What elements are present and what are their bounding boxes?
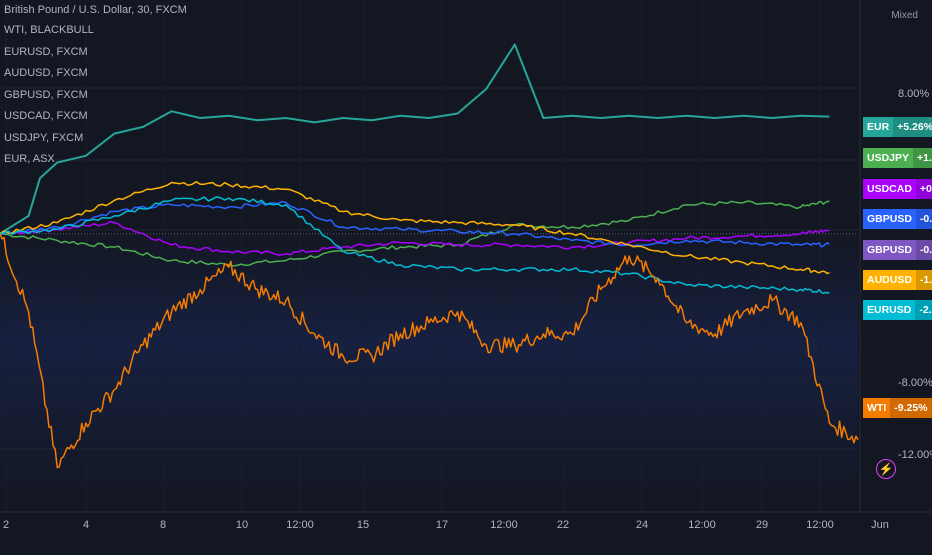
x-tick-label: 12:00 bbox=[490, 519, 518, 531]
badge-symbol: WTI bbox=[867, 402, 887, 414]
badge-value: +1.47% bbox=[913, 148, 932, 168]
plot-background bbox=[0, 230, 858, 510]
series-line-usdcad bbox=[0, 220, 830, 256]
badge-symbol: USDJPY bbox=[867, 152, 910, 164]
badge-value: +5.26% bbox=[893, 117, 932, 137]
badge-symbol: EUR bbox=[867, 121, 890, 133]
badge-symbol: EURUSD bbox=[867, 304, 912, 316]
badge-value: -1.74% bbox=[915, 270, 932, 290]
series-line-eurusd bbox=[0, 196, 830, 295]
x-tick-label: 4 bbox=[82, 519, 90, 531]
price-badge-wti: WTI -9.25% bbox=[863, 398, 932, 418]
badge-symbol: GBPUSD bbox=[867, 244, 912, 256]
series-line-wti bbox=[0, 233, 859, 469]
x-tick-label: 10 bbox=[235, 519, 249, 531]
y-tick-label: 8.00% bbox=[898, 88, 930, 100]
badge-value: -0.49% bbox=[915, 240, 932, 260]
x-tick-label: 2 bbox=[2, 519, 10, 531]
price-badge-gbpusd: GBPUSD-0.49% bbox=[863, 240, 932, 260]
y-tick-label: -8.00% bbox=[898, 377, 932, 389]
price-badge-audusd: AUDUSD-1.74% bbox=[863, 270, 932, 290]
x-tick-label: 12:00 bbox=[688, 519, 716, 531]
x-tick-label: 24 bbox=[635, 519, 649, 531]
price-badge-usdjpy: USDJPY+1.47% bbox=[863, 148, 932, 168]
price-badge-eurusd: EURUSD-2.62% bbox=[863, 300, 932, 320]
x-tick-label: 12:00 bbox=[806, 519, 834, 531]
badge-symbol: AUDUSD bbox=[867, 274, 912, 286]
badge-value: +0.16% bbox=[915, 179, 932, 199]
x-tick-label: 17 bbox=[435, 519, 449, 531]
x-tick-label: 8 bbox=[159, 519, 167, 531]
x-tick-label: 22 bbox=[556, 519, 570, 531]
x-tick-label: 29 bbox=[755, 519, 769, 531]
y-tick-label: -12.00% bbox=[898, 449, 932, 461]
price-badge-gbpusd: GBPUSD-0.49% bbox=[863, 209, 932, 229]
badge-value: -9.25% bbox=[890, 398, 932, 418]
scale-mode-label[interactable]: Mixed bbox=[891, 10, 918, 21]
badge-symbol: GBPUSD bbox=[867, 213, 912, 225]
series-line-audusd bbox=[0, 180, 830, 275]
x-tick-label: 12:00 bbox=[286, 519, 314, 531]
series-line-gbpusd bbox=[0, 200, 830, 248]
x-tick-label: 15 bbox=[356, 519, 370, 531]
badge-symbol: USDCAD bbox=[867, 183, 912, 195]
badge-value: -2.62% bbox=[915, 300, 932, 320]
price-badge-usdcad: USDCAD+0.16% bbox=[863, 179, 932, 199]
lightning-icon[interactable]: ⚡ bbox=[876, 459, 896, 479]
x-tick-label: Jun bbox=[871, 519, 889, 531]
badge-value: -0.49% bbox=[915, 209, 932, 229]
series-line-eur bbox=[0, 43, 830, 235]
price-badge-eur: EUR +5.26% bbox=[863, 117, 932, 137]
